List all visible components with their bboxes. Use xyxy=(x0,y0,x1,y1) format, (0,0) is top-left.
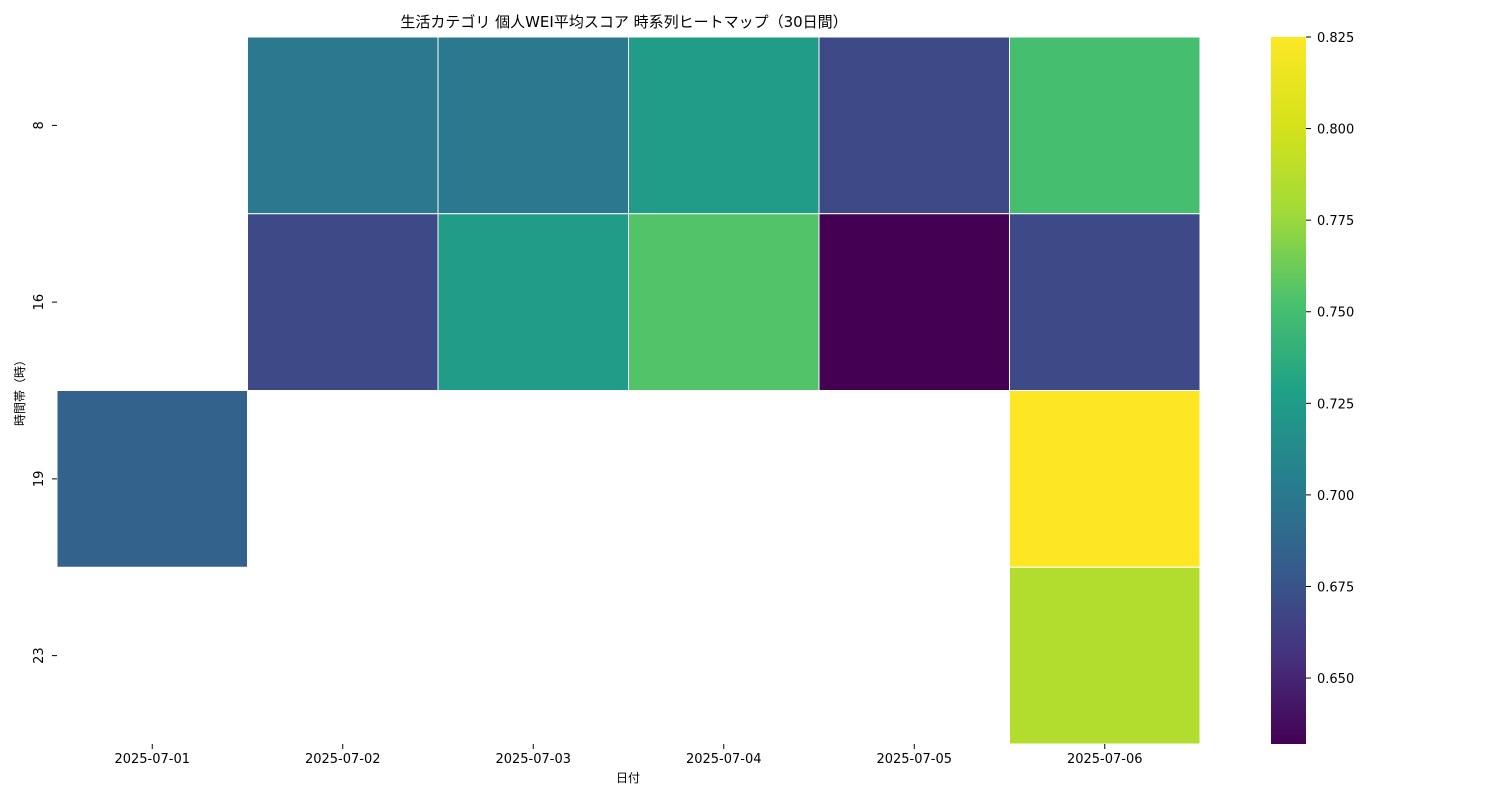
heatmap-cell-16-2025-07-03 xyxy=(437,213,629,391)
heatmap-cell-8-2025-07-05 xyxy=(818,36,1010,215)
x-tick-label: 2025-07-05 xyxy=(876,752,952,767)
x-tick-label: 2025-07-04 xyxy=(686,752,762,767)
colorbar-tick-label: 0.700 xyxy=(1317,489,1354,504)
heatmap-cell-23-2025-07-06 xyxy=(1009,566,1201,745)
y-tick-label: 16 xyxy=(32,294,47,311)
heatmap-cell-19-2025-07-06 xyxy=(1009,390,1201,568)
heatmap-cell-8-2025-07-03 xyxy=(437,36,629,215)
x-axis-ticks: 2025-07-01 2025-07-02 2025-07-03 2025-07-04… xyxy=(114,744,1143,767)
y-axis-ticks: 8 16 19 23 xyxy=(32,121,57,664)
y-tick-label: 23 xyxy=(32,647,47,664)
colorbar-tick-label: 0.675 xyxy=(1317,580,1354,595)
x-axis-label: 日付 xyxy=(616,771,640,785)
x-tick-label: 2025-07-03 xyxy=(495,752,571,767)
heatmap-cell-8-2025-07-06 xyxy=(1009,36,1201,215)
chart-title: 生活カテゴリ 個人WEI平均スコア 時系列ヒートマップ（30日間） xyxy=(400,13,847,31)
colorbar-tick-label: 0.825 xyxy=(1317,31,1354,46)
colorbar-tick-label: 0.725 xyxy=(1317,397,1354,412)
colorbar-tick-label: 0.650 xyxy=(1317,672,1354,687)
y-tick-label: 8 xyxy=(32,121,47,129)
x-tick-label: 2025-07-02 xyxy=(305,752,381,767)
heatmap-cell-19-2025-07-01 xyxy=(56,390,248,568)
y-tick-label: 19 xyxy=(32,471,47,488)
heatmap-cells xyxy=(56,36,1201,745)
colorbar xyxy=(1271,37,1306,744)
colorbar-tick-label: 0.800 xyxy=(1317,123,1354,138)
heatmap-cell-8-2025-07-04 xyxy=(628,36,820,215)
heatmap-cell-16-2025-07-04 xyxy=(628,213,820,391)
heatmap-cell-16-2025-07-06 xyxy=(1009,213,1201,391)
x-tick-label: 2025-07-01 xyxy=(114,752,190,767)
heatmap-cell-16-2025-07-02 xyxy=(247,213,439,391)
y-axis-label: 時間帯（時） xyxy=(13,354,27,426)
colorbar-tick-label: 0.750 xyxy=(1317,306,1354,321)
heatmap-cell-8-2025-07-02 xyxy=(247,36,439,215)
colorbar-tick-label: 0.775 xyxy=(1317,214,1354,229)
heatmap-cell-16-2025-07-05 xyxy=(818,213,1010,391)
x-tick-label: 2025-07-06 xyxy=(1067,752,1143,767)
colorbar-ticks: 0.650 0.675 0.700 0.725 0.750 0.775 0.800 0.825 xyxy=(1306,31,1354,687)
